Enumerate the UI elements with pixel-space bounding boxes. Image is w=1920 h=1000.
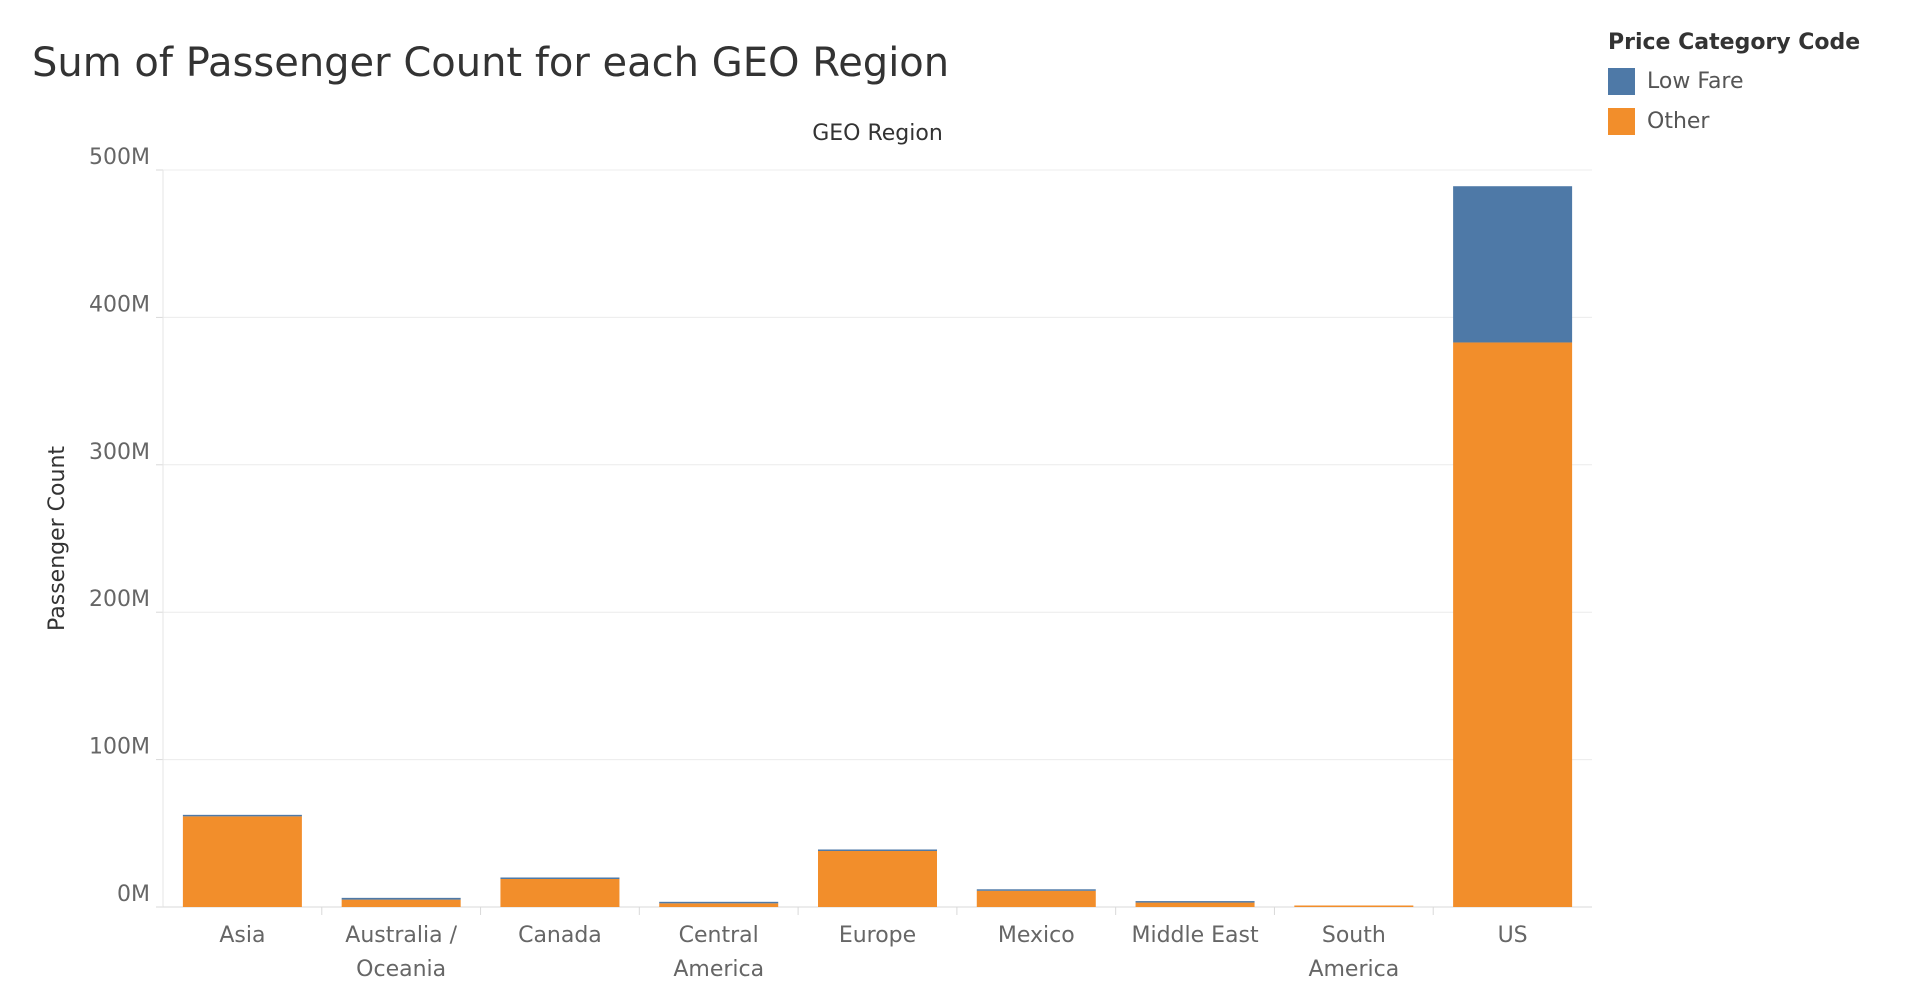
legend-title: Price Category Code	[1608, 30, 1861, 55]
bar-australia-oceania-low-fare	[341, 897, 461, 900]
bar-us-low-fare	[1453, 186, 1573, 343]
bar-asia-low-fare	[182, 814, 302, 817]
legend-item-other[interactable]: Other	[1608, 101, 1860, 141]
x-axis-title: GEO Region	[812, 121, 943, 146]
legend-label-low-fare: Low Fare	[1647, 68, 1744, 94]
y-tick-label: 0M	[117, 882, 150, 907]
legend-swatch-other	[1608, 107, 1635, 135]
x-tick-label: Central America	[673, 923, 764, 982]
chart-title: Sum of Passenger Count for each GEO Regi…	[32, 40, 950, 86]
x-tick-label: US	[1498, 923, 1528, 948]
legend-swatch-low-fare	[1608, 67, 1635, 95]
bar-us-other	[1453, 342, 1573, 907]
bar-europe-other	[818, 850, 937, 907]
y-axis-title: Passenger Count	[45, 446, 70, 631]
bar-mexico-other	[976, 890, 1096, 907]
x-tick-label: Europe	[839, 923, 916, 948]
bar-south-america-other	[1294, 905, 1414, 907]
bar-canada-low-fare	[500, 877, 620, 879]
x-tick-label: Middle East	[1131, 923, 1259, 948]
y-tick-label: 400M	[89, 292, 150, 317]
legend: Price Category Code Low Fare Other	[1608, 30, 1860, 141]
bar-central-america-low-fare	[659, 901, 779, 904]
bar-asia-other	[182, 816, 302, 907]
bar-middle-east-low-fare	[1135, 901, 1255, 903]
bar-europe-low-fare	[818, 849, 937, 851]
bar-australia-oceania-other	[341, 899, 461, 907]
bar-central-america-other	[659, 903, 779, 907]
legend-item-low-fare[interactable]: Low Fare	[1608, 61, 1860, 101]
bar-canada-other	[500, 878, 620, 907]
x-tick-label: South America	[1308, 923, 1399, 982]
y-tick-label: 200M	[89, 587, 150, 612]
y-tick-label: 100M	[89, 735, 150, 760]
x-tick-label: Mexico	[998, 923, 1075, 948]
legend-label-other: Other	[1647, 108, 1710, 134]
x-tick-label: Asia	[219, 923, 265, 948]
bar-mexico-low-fare	[976, 889, 1096, 891]
bar-middle-east-other	[1135, 902, 1255, 907]
y-tick-label: 500M	[89, 145, 150, 170]
y-tick-label: 300M	[89, 440, 150, 465]
x-tick-label: Australia / Oceania	[345, 923, 457, 982]
x-tick-label: Canada	[518, 923, 602, 948]
